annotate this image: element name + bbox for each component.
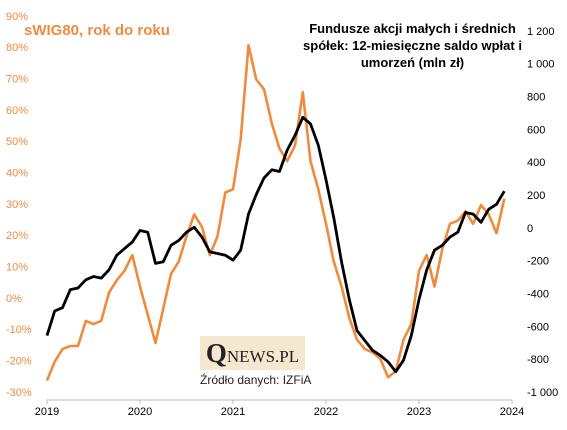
y2-tick-label: 200 [527, 190, 545, 202]
y-tick-label: 30% [6, 199, 28, 211]
y2-tick-label: 0 [527, 223, 533, 235]
x-tick-label: 2020 [128, 406, 152, 418]
y-tick-label: 50% [6, 136, 28, 148]
y-tick-label: -30% [6, 387, 32, 399]
y2-tick-label: 600 [527, 124, 545, 136]
y2-tick-label: 1 200 [527, 26, 555, 38]
y-tick-label: 60% [6, 105, 28, 117]
x-tick-label: 2019 [35, 406, 59, 418]
y2-tick-label: -1 000 [527, 387, 558, 399]
y2-tick-label: -600 [527, 321, 549, 333]
y2-tick-label: 400 [527, 157, 545, 169]
source: Źródło danych: IZFiA [200, 373, 312, 387]
x-tick-label: 2021 [221, 406, 245, 418]
series-line [45, 43, 506, 381]
y2-tick-label: -200 [527, 256, 549, 268]
series-label: sWIG80, rok do roku [24, 22, 170, 39]
logo: QNEWS.PL [200, 336, 305, 370]
y2-tick-label: 800 [527, 92, 545, 104]
x-tick-label: 2023 [407, 406, 431, 418]
y2-tick-label: 1 000 [527, 59, 555, 71]
y2-tick-label: -800 [527, 354, 549, 366]
y2-tick-label: -400 [527, 288, 549, 300]
x-tick-label: 2022 [314, 406, 338, 418]
y-tick-label: 70% [6, 74, 28, 86]
x-tick-label: 2024 [500, 406, 524, 418]
chart-title: Fundusze akcji małych i średnich spółek:… [303, 21, 522, 70]
y-tick-label: 80% [6, 42, 28, 54]
y-tick-label: -10% [6, 324, 32, 336]
y-tick-label: -20% [6, 356, 32, 368]
y-tick-label: 0% [6, 293, 22, 305]
y-tick-label: 20% [6, 230, 28, 242]
y-tick-label: 40% [6, 168, 28, 180]
series-line [45, 115, 506, 374]
y-tick-label: 90% [6, 11, 28, 23]
y-tick-label: 10% [6, 262, 28, 274]
